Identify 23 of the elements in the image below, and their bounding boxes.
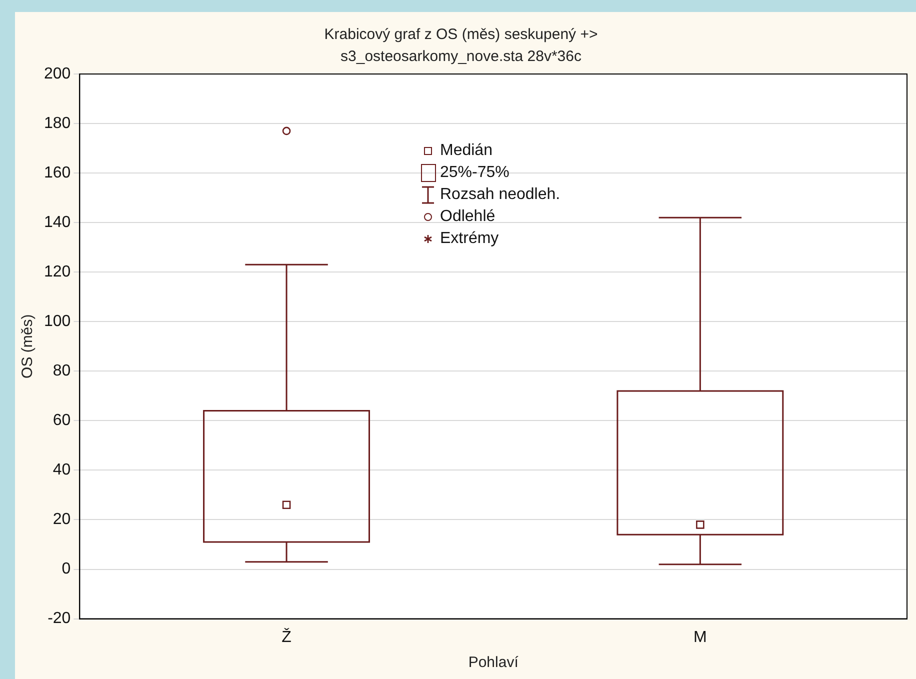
y-tick-label: 100 [44, 313, 71, 330]
y-axis-title: OS (měs) [19, 314, 36, 378]
chart-subtitle: s3_osteosarkomy_nove.sta 28v*36c [340, 48, 582, 66]
y-tick-label: 160 [44, 164, 71, 182]
y-tick-label: 180 [44, 114, 71, 132]
annotation: Odlehlé [440, 207, 496, 227]
y-tick-label: 40 [52, 462, 71, 479]
x-axis-title: Pohlaví [468, 654, 520, 672]
y-tick-label: 140 [44, 214, 71, 231]
annotation: Medián [440, 141, 492, 161]
x-tick-label: Ž [282, 628, 292, 646]
annotation: 25%-75% [440, 163, 510, 183]
y-tick-label: 0 [62, 560, 71, 578]
y-tick-label: 20 [52, 511, 71, 528]
y-tick-label: 200 [44, 65, 71, 82]
y-tick-label: 60 [52, 412, 71, 430]
x-tick-label: M [694, 628, 707, 646]
y-tick-label: 120 [44, 264, 71, 281]
y-tick-label: -20 [48, 610, 71, 628]
annotation: Rozsah neodleh. [440, 185, 560, 205]
chart-title: Krabicový graf z OS (měs) seskupený +> [324, 26, 598, 44]
annotation: Extrémy [440, 229, 499, 249]
y-tick-label: 80 [52, 362, 71, 380]
